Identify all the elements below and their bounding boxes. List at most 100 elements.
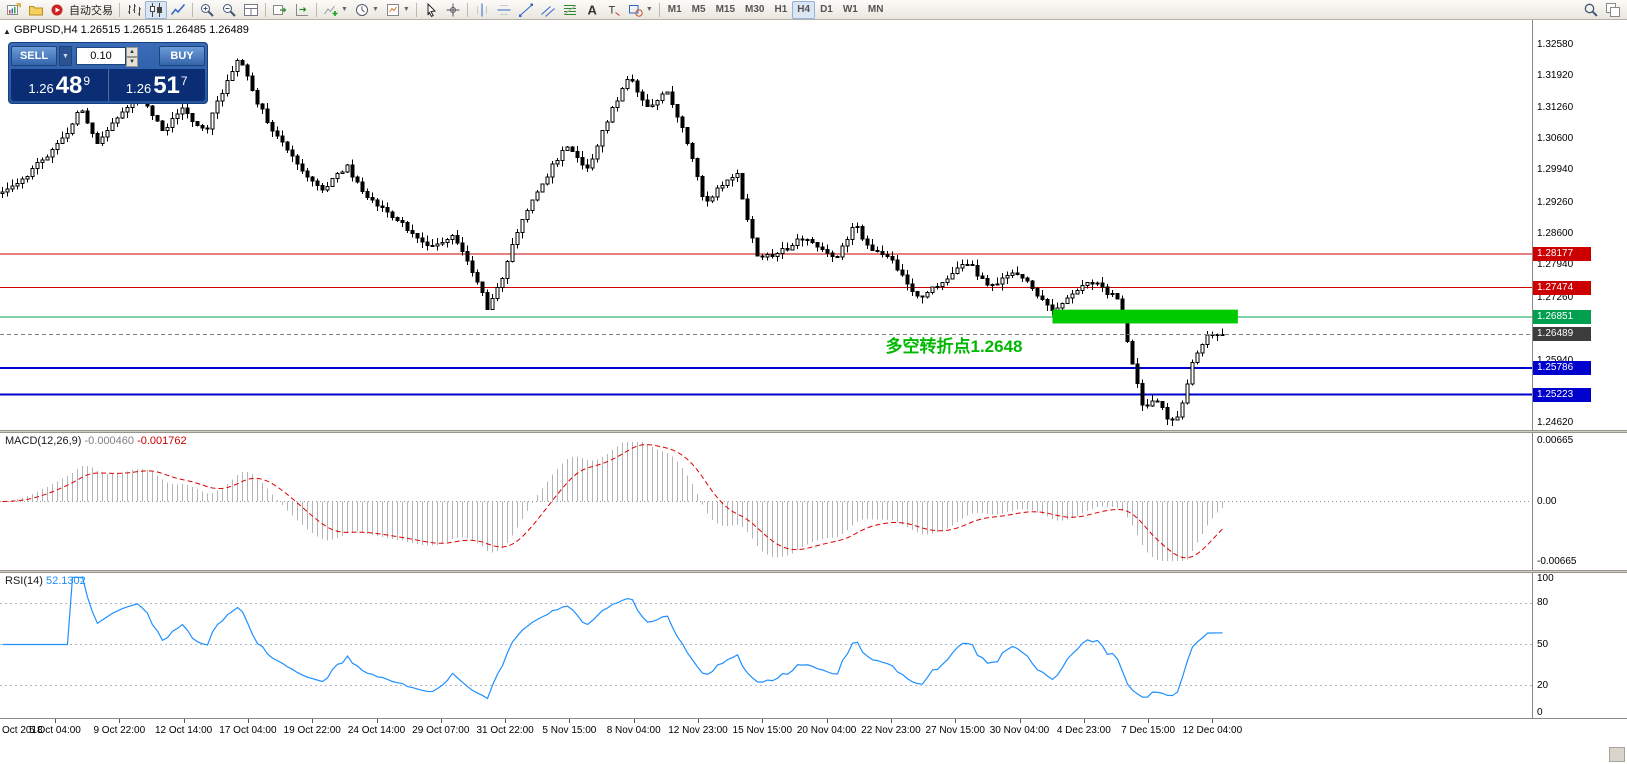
price-axis-label: 1.31260: [1537, 101, 1574, 113]
text-button[interactable]: A: [581, 1, 603, 19]
buy-button[interactable]: BUY: [159, 46, 205, 66]
time-axis-label: 29 Oct 07:00: [412, 725, 470, 736]
rsi-panel[interactable]: RSI(14) 52.1302 100 80 50 20 0: [0, 573, 1627, 718]
panel-resize-handle[interactable]: [0, 570, 1627, 573]
time-axis-label: 12 Dec 04:00: [1182, 725, 1243, 736]
text-label-button[interactable]: T: [603, 1, 625, 19]
sell-price-pips: 48: [55, 72, 83, 99]
horizontal-line-button[interactable]: [493, 1, 515, 19]
channel-button[interactable]: [537, 1, 559, 19]
auto-scroll-icon: [272, 2, 288, 18]
bar-chart-button[interactable]: [123, 1, 145, 19]
chevron-down-icon: ▼: [371, 6, 379, 13]
time-axis-tick: [569, 719, 571, 723]
timeframe-d1-button[interactable]: D1: [820, 4, 833, 15]
time-axis-label: 7 Dec 15:00: [1121, 725, 1176, 736]
rsi-name: RSI(14): [5, 575, 43, 587]
turning-point-annotation[interactable]: 多空转折点1.2648: [885, 337, 1023, 356]
time-axis-tick: [1148, 719, 1150, 723]
macd-label: MACD(12,26,9) -0.000460 -0.001762: [5, 435, 187, 447]
toolbar-separator: [466, 2, 468, 17]
price-axis-label: 1.32580: [1537, 38, 1574, 50]
volume-increase-button[interactable]: ▲: [126, 47, 138, 57]
volume-input[interactable]: [76, 47, 126, 65]
shapes-button[interactable]: ▼: [625, 1, 656, 19]
autotrade-button[interactable]: 自动交易: [47, 1, 116, 19]
trendline-button[interactable]: [515, 1, 537, 19]
fibonacci-button[interactable]: [559, 1, 581, 19]
collapse-trade-panel-arrow[interactable]: ▲: [3, 27, 11, 36]
vertical-line-button[interactable]: [471, 1, 493, 19]
macd-histogram: [7, 442, 1223, 561]
timeframe-mn-button[interactable]: MN: [867, 4, 884, 15]
window-list-button[interactable]: [1602, 1, 1624, 19]
timeframe-m5-button[interactable]: M5: [691, 4, 706, 15]
vline-icon: [474, 2, 490, 18]
channel-icon: [540, 2, 556, 18]
indicators-button[interactable]: ▼: [320, 1, 351, 19]
bottom-strip: [0, 741, 1627, 764]
periods-button[interactable]: ▼: [351, 1, 382, 19]
timeframe-m1-button[interactable]: M1: [667, 4, 682, 15]
time-axis-label: Oct 2018: [2, 725, 43, 736]
sell-price[interactable]: 1.26 48 9: [11, 69, 108, 101]
macd-name: MACD(12,26,9): [5, 435, 82, 447]
svg-text:T: T: [608, 4, 615, 16]
price-chart-panel[interactable]: ▲ GBPUSD,H4 1.26515 1.26515 1.26485 1.26…: [0, 20, 1627, 430]
crosshair-button[interactable]: [442, 1, 464, 19]
zoom-out-button[interactable]: [218, 1, 240, 19]
tile-windows-button[interactable]: [240, 1, 262, 19]
candles: [0, 58, 1225, 426]
price-line-badge: 1.26851: [1533, 310, 1591, 325]
time-axis-label: 24 Oct 14:00: [347, 725, 406, 736]
rsi-axis-label: 50: [1537, 638, 1549, 650]
toolbar-separator: [316, 2, 317, 17]
windows-icon: [1605, 2, 1621, 18]
time-axis-label: 30 Nov 04:00: [989, 725, 1050, 736]
search-button[interactable]: [1580, 1, 1602, 19]
autotrade-button-label: 自动交易: [69, 4, 113, 17]
price-axis-label: 1.31920: [1537, 70, 1574, 82]
crosshair-icon: [445, 2, 461, 18]
zoom-in-button[interactable]: [196, 1, 218, 19]
zoom-in-icon: [199, 2, 215, 18]
buy-price[interactable]: 1.26 51 7: [107, 69, 206, 101]
time-axis-line: [0, 718, 1627, 719]
time-axis-tick: [1212, 719, 1214, 723]
cursor-button[interactable]: [420, 1, 442, 19]
time-axis-label: 4 Dec 23:00: [1056, 725, 1111, 736]
volume-decrease-button[interactable]: ▼: [126, 57, 138, 67]
templates-button[interactable]: ▼: [382, 1, 413, 19]
timeframe-m15-button[interactable]: M15: [715, 4, 736, 15]
time-axis-label: 31 Oct 22:00: [476, 725, 534, 736]
macd-axis-label: 0.00665: [1537, 435, 1574, 446]
resize-grip[interactable]: [1609, 747, 1625, 762]
time-axis-label: 5 Nov 15:00: [542, 725, 597, 736]
macd-canvas[interactable]: [0, 433, 1532, 570]
text-icon: A: [584, 2, 600, 18]
timeframe-m30-button[interactable]: M30: [745, 4, 765, 15]
time-axis-label: 9 Oct 22:00: [93, 725, 146, 736]
macd-axis-label: 0.00: [1537, 495, 1557, 507]
bid-price-badge: 1.26489: [1533, 327, 1591, 342]
panel-resize-handle[interactable]: [0, 430, 1627, 433]
sell-button[interactable]: SELL: [11, 46, 57, 66]
macd-panel[interactable]: MACD(12,26,9) -0.000460 -0.001762 0.0066…: [0, 433, 1627, 570]
timeframe-h1-button[interactable]: H1: [774, 4, 788, 15]
timeframe-h4-button[interactable]: H4: [792, 0, 816, 19]
rsi-canvas[interactable]: [0, 573, 1532, 718]
candlestick-chart-button[interactable]: [145, 0, 167, 19]
line-chart-button[interactable]: [167, 1, 189, 19]
new-order-button[interactable]: [3, 1, 25, 19]
price-chart-canvas[interactable]: [0, 20, 1532, 430]
auto-scroll-button[interactable]: [269, 1, 291, 19]
time-axis-tick: [183, 719, 185, 723]
price-axis-label: 1.25940: [1537, 355, 1573, 366]
rsi-axis-label: 20: [1537, 679, 1549, 691]
order-type-dropdown[interactable]: ▼: [59, 46, 72, 66]
highlight-rectangle[interactable]: [1052, 309, 1238, 324]
rsi-line: [2, 576, 1223, 700]
timeframe-w1-button[interactable]: W1: [842, 4, 858, 15]
chart-shift-button[interactable]: [291, 1, 313, 19]
profiles-button[interactable]: [25, 1, 47, 19]
